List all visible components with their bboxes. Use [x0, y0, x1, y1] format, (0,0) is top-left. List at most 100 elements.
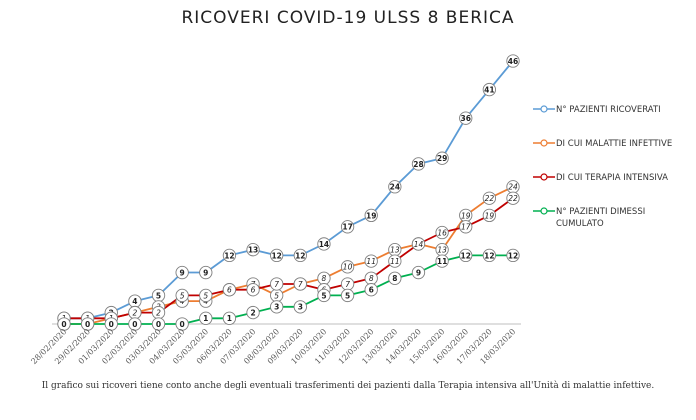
- data-point: [482, 82, 497, 97]
- data-label: 1: [203, 314, 208, 323]
- data-point: [270, 277, 284, 291]
- legend-item: N° PAZIENTI DIMESSI CUMULATO: [533, 206, 693, 240]
- data-point: [340, 260, 355, 274]
- data-point: [175, 317, 189, 331]
- data-label: 6: [251, 286, 256, 295]
- data-point: [435, 225, 449, 240]
- legend-label: N° PAZIENTI RICOVERATI: [556, 105, 661, 115]
- data-point: [388, 180, 402, 194]
- data-point: [459, 248, 473, 263]
- data-point: [506, 191, 520, 205]
- data-label: 9: [180, 268, 185, 277]
- data-label: 2: [250, 308, 255, 317]
- data-label: 7: [345, 280, 350, 289]
- data-label: 8: [369, 274, 374, 283]
- data-label: 19: [366, 211, 376, 220]
- data-label: 10: [343, 263, 353, 272]
- data-point: [246, 243, 260, 257]
- data-label: 17: [342, 223, 352, 232]
- legend-dot: [540, 139, 548, 147]
- data-label: 29: [437, 154, 447, 163]
- data-label: 22: [508, 194, 518, 203]
- data-point: [270, 300, 284, 314]
- data-label: 5: [274, 291, 279, 300]
- data-label: 6: [227, 286, 232, 295]
- data-label: 13: [437, 246, 447, 255]
- data-point: [128, 317, 142, 331]
- data-point: [293, 277, 307, 291]
- series-line: [64, 60, 514, 320]
- data-label: 0: [85, 320, 90, 329]
- data-label: 0: [156, 320, 161, 329]
- data-point: [340, 220, 355, 234]
- data-point: [411, 157, 426, 171]
- data-label: 12: [508, 251, 518, 260]
- data-point: [388, 271, 402, 285]
- chart-title: RICOVERI COVID-19 ULSS 8 BERICA: [181, 8, 515, 28]
- legend-marker: [533, 207, 555, 215]
- data-point: [246, 283, 260, 297]
- data-point: [317, 288, 331, 303]
- labels-layer: 1124599121312121417192428293641460012344…: [57, 54, 520, 331]
- data-point: [459, 220, 473, 234]
- data-point: [506, 54, 520, 68]
- legend-label: DI CUI MALATTIE INFETTIVE: [556, 139, 673, 149]
- data-label: 7: [298, 280, 303, 289]
- legend-dot: [540, 105, 548, 113]
- data-label: 3: [298, 303, 303, 312]
- data-label: 12: [271, 251, 281, 260]
- data-label: 17: [461, 223, 471, 232]
- data-label: 12: [461, 251, 471, 260]
- data-point: [222, 311, 237, 325]
- data-label: 7: [274, 280, 279, 289]
- data-point: [340, 288, 355, 303]
- legend-label: N° PAZIENTI DIMESSI CUMULATO: [556, 207, 646, 229]
- data-label: 12: [484, 251, 494, 260]
- data-point: [435, 254, 449, 268]
- data-label: 36: [461, 114, 471, 123]
- data-point: [435, 151, 449, 165]
- data-label: 14: [414, 240, 424, 249]
- data-label: 9: [416, 268, 421, 277]
- data-point: [411, 237, 426, 251]
- data-label: 24: [508, 183, 518, 192]
- data-point: [411, 265, 426, 280]
- data-point: [80, 317, 95, 331]
- data-point: [293, 300, 307, 314]
- legend-label: DI CUI TERAPIA INTENSIVA: [556, 173, 668, 183]
- data-label: 11: [366, 257, 376, 266]
- data-point: [222, 283, 237, 297]
- data-label: 13: [390, 246, 400, 255]
- data-label: 19: [461, 211, 471, 220]
- data-label: 5: [180, 291, 185, 300]
- legend: N° PAZIENTI RICOVERATI DI CUI MALATTIE I…: [533, 104, 693, 240]
- data-point: [388, 254, 402, 268]
- legend-marker: [533, 139, 555, 147]
- data-point: [270, 248, 284, 263]
- data-point: [482, 208, 497, 223]
- data-label: 41: [484, 85, 494, 94]
- data-label: 8: [392, 274, 397, 283]
- legend-item: DI CUI MALATTIE INFETTIVE: [533, 138, 693, 172]
- data-point: [57, 317, 71, 331]
- data-label: 46: [508, 57, 518, 66]
- data-label: 11: [437, 257, 447, 266]
- data-label: 13: [248, 246, 258, 255]
- data-point: [222, 248, 237, 263]
- data-point: [104, 317, 118, 331]
- data-label: 5: [156, 291, 161, 300]
- data-point: [364, 283, 378, 297]
- data-label: 6: [369, 286, 374, 295]
- data-point: [199, 288, 213, 303]
- lines-layer: [64, 60, 514, 325]
- data-label: 28: [413, 160, 423, 169]
- data-point: [482, 191, 497, 205]
- data-label: 11: [390, 257, 400, 266]
- data-label: 0: [180, 320, 185, 329]
- legend-item: DI CUI TERAPIA INTENSIVA: [533, 172, 693, 206]
- data-point: [199, 311, 213, 325]
- data-label: 12: [224, 251, 234, 260]
- legend-dot: [540, 207, 548, 215]
- legend-marker: [533, 105, 555, 113]
- data-point: [293, 248, 307, 263]
